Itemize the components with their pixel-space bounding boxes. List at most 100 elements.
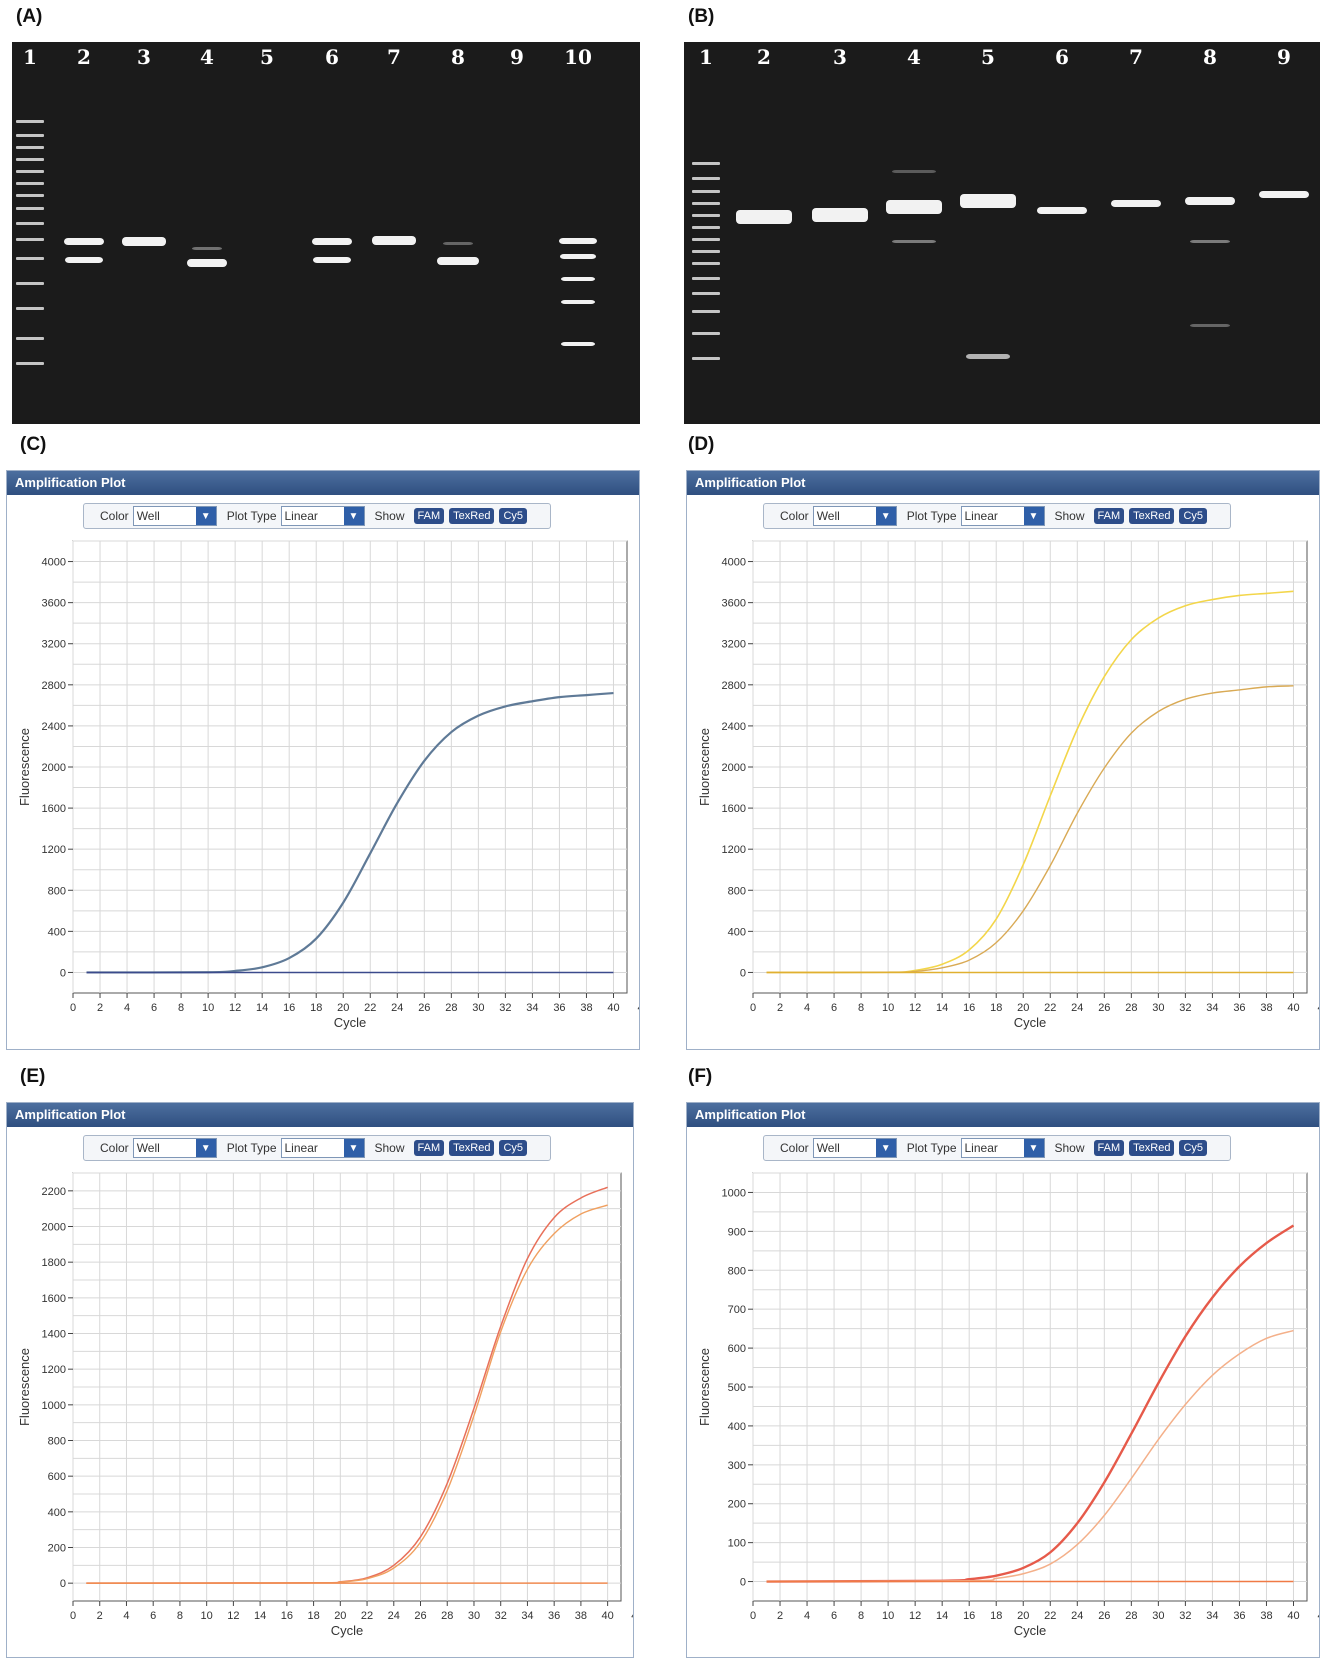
x-tick-label: 14: [936, 1610, 948, 1622]
x-tick-label: 6: [831, 1610, 837, 1622]
plot-type-label: Plot Type: [226, 1141, 277, 1155]
x-tick-label: 0: [70, 1610, 76, 1622]
x-tick-label: 22: [1044, 1002, 1056, 1014]
y-tick-label: 1600: [722, 803, 746, 815]
x-tick-label: 22: [1044, 1610, 1056, 1622]
chevron-down-icon[interactable]: ▼: [1023, 507, 1044, 525]
plot-toolbar: Color Well ▼ Plot Type Linear ▼ Show FAM TexRed C…: [83, 1135, 551, 1161]
x-tick-label: 16: [281, 1610, 293, 1622]
fam-toggle[interactable]: FAM: [1093, 508, 1125, 524]
gel-a-ladder-band: [16, 194, 44, 197]
gel-a-ladder-band: [16, 337, 44, 340]
amplification-curve: [86, 691, 614, 974]
color-select[interactable]: Well ▼: [132, 1138, 217, 1158]
amplification-curve: [766, 590, 1294, 974]
amplification-curve: [766, 1224, 1295, 1583]
amplification-curve: [766, 1329, 1294, 1583]
x-tick-label: 34: [521, 1610, 533, 1622]
plot-type-select[interactable]: Linear ▼: [280, 506, 365, 526]
gel-b-lane-label: 6: [1055, 45, 1069, 69]
texred-toggle[interactable]: TexRed: [449, 1140, 495, 1156]
x-tick-label: 20: [1017, 1610, 1029, 1622]
y-tick-label: 700: [728, 1304, 746, 1316]
x-tick-label: 26: [1098, 1002, 1110, 1014]
x-tick-label: 12: [229, 1002, 241, 1014]
chevron-down-icon[interactable]: ▼: [195, 1139, 216, 1157]
gel-b-ladder-band: [692, 292, 720, 295]
gel-b-band: [960, 194, 1016, 208]
x-tick-label: 30: [468, 1610, 480, 1622]
plot-toolbar: Color Well ▼ Plot Type Linear ▼ Show FAM TexRed C…: [83, 503, 551, 529]
gel-b-lane-label: 7: [1129, 45, 1143, 69]
plot-toolbar: Color Well ▼ Plot Type Linear ▼ Show FAM TexRed C…: [763, 503, 1231, 529]
y-tick-label: 0: [60, 967, 66, 979]
x-tick-label: 20: [337, 1002, 349, 1014]
chevron-down-icon[interactable]: ▼: [1023, 1139, 1044, 1157]
gel-b-ladder-band: [692, 310, 720, 313]
plot-type-select[interactable]: Linear ▼: [960, 506, 1045, 526]
color-select-value: Well: [136, 509, 160, 523]
gel-a-band: [65, 257, 103, 263]
x-tick-label: 4: [1317, 1002, 1319, 1014]
cy5-toggle[interactable]: Cy5: [499, 508, 528, 524]
texred-toggle[interactable]: TexRed: [1129, 508, 1175, 524]
color-select[interactable]: Well ▼: [812, 506, 897, 526]
color-select[interactable]: Well ▼: [132, 506, 217, 526]
x-tick-label: 2: [97, 1610, 103, 1622]
texred-toggle[interactable]: TexRed: [1129, 1140, 1175, 1156]
x-tick-label: 22: [364, 1002, 376, 1014]
x-tick-label: 34: [1206, 1610, 1218, 1622]
y-axis-label: Fluorescence: [697, 1348, 712, 1426]
gel-a-lane-label: 5: [260, 45, 274, 69]
plot-type-select-value: Linear: [964, 509, 998, 523]
color-label: Color: [100, 1141, 129, 1155]
gel-a-ladder-band: [16, 222, 44, 225]
fam-toggle[interactable]: FAM: [413, 1140, 445, 1156]
gel-a-ladder-band: [16, 170, 44, 173]
x-tick-label: 36: [548, 1610, 560, 1622]
x-tick-label: 14: [936, 1002, 948, 1014]
x-tick-label: 8: [177, 1610, 183, 1622]
fam-toggle[interactable]: FAM: [413, 508, 445, 524]
plot-type-label: Plot Type: [906, 1141, 957, 1155]
gel-a-ladder-band: [16, 238, 44, 241]
x-tick-label: 6: [150, 1610, 156, 1622]
x-tick-label: 22: [361, 1610, 373, 1622]
x-tick-label: 10: [202, 1002, 214, 1014]
texred-toggle[interactable]: TexRed: [449, 508, 495, 524]
chevron-down-icon[interactable]: ▼: [343, 1139, 364, 1157]
chevron-down-icon[interactable]: ▼: [875, 1139, 896, 1157]
x-tick-label: 28: [1125, 1002, 1137, 1014]
cy5-toggle[interactable]: Cy5: [1179, 1140, 1208, 1156]
plot-type-select[interactable]: Linear ▼: [280, 1138, 365, 1158]
x-tick-label: 4: [804, 1610, 810, 1622]
x-tick-label: 0: [70, 1002, 76, 1014]
cy5-toggle[interactable]: Cy5: [499, 1140, 528, 1156]
x-tick-label: 10: [882, 1610, 894, 1622]
x-tick-label: 24: [1071, 1610, 1083, 1622]
gel-b-ladder-band: [692, 238, 720, 241]
chevron-down-icon[interactable]: ▼: [195, 507, 216, 525]
chevron-down-icon[interactable]: ▼: [343, 507, 364, 525]
y-tick-label: 800: [728, 1265, 746, 1277]
y-axis-label: Fluorescence: [697, 728, 712, 806]
y-tick-label: 3600: [42, 598, 66, 610]
plot-type-select[interactable]: Linear ▼: [960, 1138, 1045, 1158]
x-tick-label: 32: [1179, 1610, 1191, 1622]
chevron-down-icon[interactable]: ▼: [875, 507, 896, 525]
gel-a-ladder-band: [16, 257, 44, 260]
gel-b-ladder-band: [692, 332, 720, 335]
gel-b-band: [1037, 207, 1087, 214]
gel-a-ladder-band: [16, 158, 44, 161]
y-axis-label: Fluorescence: [17, 1348, 32, 1426]
plot-toolbar: Color Well ▼ Plot Type Linear ▼ Show FAM TexRed C…: [763, 1135, 1231, 1161]
y-tick-label: 600: [728, 1343, 746, 1355]
fam-toggle[interactable]: FAM: [1093, 1140, 1125, 1156]
cy5-toggle[interactable]: Cy5: [1179, 508, 1208, 524]
gel-b-ladder-band: [692, 162, 720, 165]
gel-b-ladder-band: [692, 177, 720, 180]
gel-image-b: 1 2 3 4 5 6 7 8 9: [684, 42, 1320, 424]
gel-a-band: [437, 257, 479, 265]
color-select[interactable]: Well ▼: [812, 1138, 897, 1158]
